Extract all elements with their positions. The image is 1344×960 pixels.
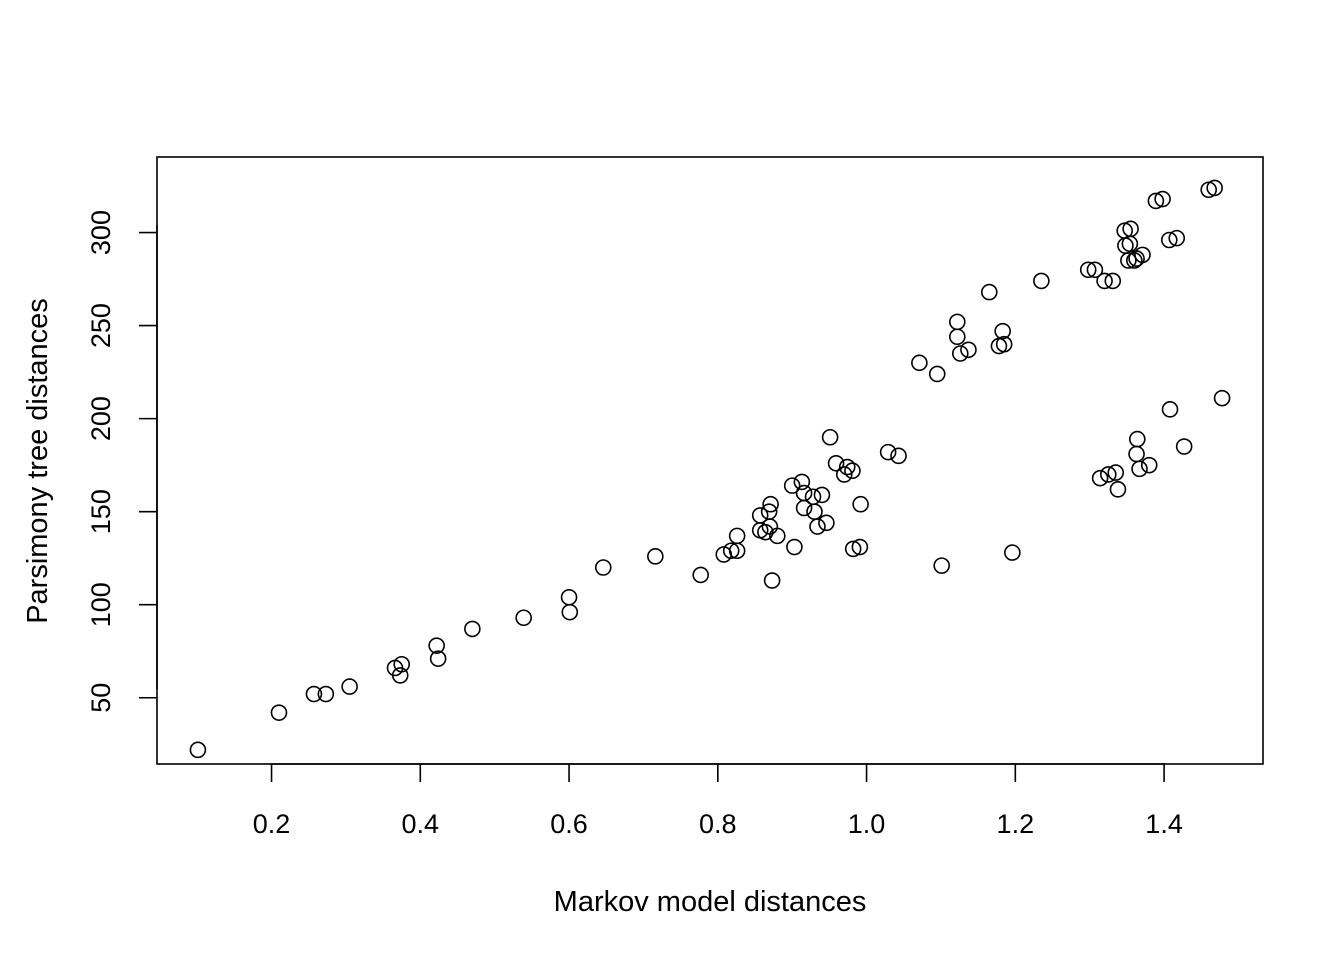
data-point	[821, 428, 839, 446]
data-point	[928, 365, 946, 383]
data-point	[561, 603, 579, 621]
data-point	[1129, 430, 1146, 448]
data-point	[560, 588, 578, 606]
data-point	[806, 503, 823, 520]
y-tick-label: 200	[86, 396, 116, 441]
data-point	[1122, 220, 1139, 238]
data-point	[1109, 481, 1127, 498]
x-tick-label: 1.4	[1145, 809, 1183, 839]
data-point	[769, 527, 786, 545]
data-point	[1126, 252, 1143, 269]
data-point	[1099, 466, 1117, 483]
data-point	[1107, 464, 1125, 481]
data-point	[428, 637, 445, 654]
y-axis-title: Parsimony tree distances	[22, 298, 54, 624]
y-tick-label: 150	[86, 489, 116, 534]
data-point	[827, 454, 845, 472]
x-tick-label: 0.2	[253, 809, 291, 839]
data-point	[1079, 261, 1097, 279]
data-point	[305, 685, 323, 703]
x-tick-label: 0.8	[699, 809, 737, 839]
data-point	[722, 542, 740, 560]
data-point	[1004, 544, 1021, 561]
x-tick-label: 1.2	[997, 809, 1035, 839]
data-point	[795, 499, 813, 517]
data-point	[994, 322, 1011, 340]
data-point	[464, 620, 481, 638]
data-point	[692, 566, 710, 584]
data-point	[818, 514, 835, 532]
data-point	[795, 484, 813, 502]
data-point	[852, 495, 869, 513]
data-point	[960, 341, 977, 359]
data-point	[757, 523, 774, 541]
data-point	[980, 283, 998, 301]
x-axis-ticks: 0.2 0.4 0.6 0.8 1.0 1.2 1.4	[253, 764, 1183, 839]
y-tick-label: 300	[86, 210, 116, 255]
data-point	[1086, 261, 1104, 279]
data-point	[809, 518, 826, 535]
data-point	[1131, 460, 1148, 478]
data-point	[949, 328, 966, 346]
data-point	[844, 462, 861, 480]
x-tick-label: 0.4	[402, 809, 440, 839]
data-point	[1091, 469, 1109, 487]
data-point	[1161, 401, 1179, 418]
data-point	[1206, 179, 1223, 197]
data-point	[890, 447, 907, 465]
data-point	[515, 609, 532, 627]
data-point	[189, 741, 207, 759]
data-point	[1213, 389, 1231, 407]
y-tick-label: 50	[86, 683, 116, 713]
data-point	[1121, 235, 1139, 253]
data-point	[1147, 192, 1165, 210]
data-point	[793, 473, 811, 491]
data-point	[762, 495, 779, 513]
data-point	[1128, 445, 1145, 463]
data-point	[1154, 190, 1171, 208]
data-point	[594, 559, 612, 576]
data-point	[949, 313, 966, 331]
data-point	[911, 354, 928, 372]
data-point	[951, 345, 969, 362]
data-point	[1096, 272, 1113, 290]
x-tick-label: 0.6	[550, 809, 588, 839]
data-point	[1168, 229, 1186, 247]
plot-frame	[156, 156, 1264, 765]
data-point	[851, 538, 869, 556]
data-point	[838, 458, 856, 476]
data-point	[270, 704, 288, 721]
data-point	[728, 527, 746, 545]
y-axis-ticks: 50 100 150 200 250 300	[86, 210, 157, 713]
data-point	[1104, 272, 1122, 290]
data-point	[786, 538, 803, 556]
data-point	[429, 650, 447, 667]
data-point	[1175, 438, 1193, 455]
y-tick-label: 250	[86, 303, 116, 348]
data-point	[1134, 246, 1151, 264]
data-point	[393, 655, 411, 673]
x-axis-title: Markov model distances	[554, 886, 867, 918]
data-point	[341, 678, 358, 695]
data-point	[1120, 252, 1137, 269]
data-point	[813, 486, 831, 504]
data-point	[1140, 456, 1158, 474]
data-points	[189, 179, 1231, 759]
data-point	[1033, 272, 1050, 290]
data-point	[933, 557, 950, 574]
data-point	[995, 335, 1013, 353]
data-point	[647, 548, 664, 565]
data-point	[844, 540, 862, 558]
data-point	[879, 443, 897, 461]
x-tick-label: 1.0	[848, 809, 886, 839]
data-point	[763, 572, 781, 589]
data-point	[835, 466, 853, 483]
data-point	[317, 685, 335, 703]
data-point	[783, 477, 801, 494]
data-point	[391, 667, 409, 684]
data-point	[1160, 231, 1178, 249]
y-tick-label: 100	[86, 582, 116, 627]
